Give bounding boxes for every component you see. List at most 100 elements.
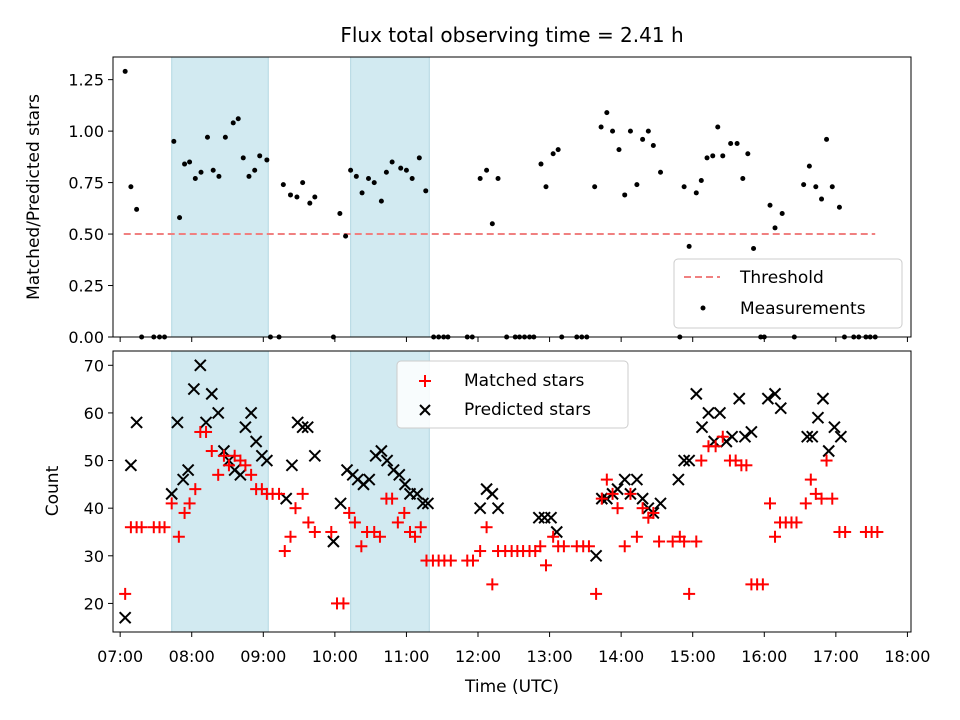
measurement-point (813, 184, 819, 190)
matched-marker (600, 473, 613, 486)
legend-matched-swatch (419, 375, 431, 387)
matched-marker (135, 521, 148, 534)
matched-marker (165, 497, 178, 510)
measurement-point (128, 184, 134, 190)
matched-marker (217, 449, 230, 462)
measurement-point (640, 136, 646, 142)
matched-marker (539, 559, 552, 572)
measurement-point (710, 153, 716, 159)
matched-marker (158, 521, 171, 534)
x-tick-label: 12:00 (455, 647, 501, 666)
measurement-point (389, 159, 395, 165)
measurement-point (543, 184, 549, 190)
predicted-marker (801, 430, 814, 443)
measurement-point (622, 192, 628, 198)
measurement-point (187, 159, 193, 165)
measurement-point (634, 182, 640, 188)
matched-marker (245, 468, 258, 481)
matched-marker (690, 535, 703, 548)
predicted-marker (327, 535, 340, 548)
predicted-marker (410, 487, 424, 501)
predicted-marker (308, 449, 322, 462)
measurement-point (204, 134, 210, 140)
matched-marker (302, 516, 315, 529)
matched-marker (624, 487, 637, 500)
measurement-point (192, 175, 198, 181)
measurement-point (616, 147, 622, 153)
measurement-point (177, 215, 183, 221)
matched-marker (355, 540, 368, 553)
predicted-marker-stroke (630, 473, 644, 486)
legend-matched-label: Matched stars (464, 371, 584, 391)
predicted-marker-stroke (774, 401, 787, 415)
measurement-point (134, 206, 140, 212)
predicted-marker (176, 473, 190, 486)
x-tick-label: 17:00 (813, 647, 859, 666)
measurement-point (650, 143, 656, 149)
predicted-marker (816, 392, 830, 405)
measurement-point (307, 200, 313, 206)
predicted-marker-stroke (672, 473, 685, 486)
predicted-marker (279, 492, 293, 505)
predicted-marker (260, 454, 274, 467)
predicted-marker-stroke (308, 449, 322, 462)
predicted-marker-stroke (834, 430, 848, 443)
measurement-point (280, 182, 286, 188)
predicted-marker-stroke (707, 435, 721, 448)
predicted-marker (768, 387, 782, 401)
predicted-marker-stroke (677, 454, 691, 467)
predicted-marker (713, 406, 727, 420)
matched-marker (799, 497, 812, 510)
predicted-marker-stroke (205, 387, 218, 401)
predicted-marker (194, 359, 207, 372)
predicted-marker-stroke (416, 497, 430, 510)
top-y-tick-label: 1.25 (68, 71, 104, 90)
x-axis-label: Time (UTC) (464, 677, 559, 697)
predicted-marker (239, 420, 252, 434)
predicted-marker-stroke (544, 511, 558, 524)
predicted-marker (682, 454, 696, 467)
predicted-marker-stroke (239, 420, 252, 434)
x-tick-label: 11:00 (383, 647, 429, 666)
matched-marker (414, 521, 427, 534)
measurement-point (819, 196, 825, 202)
predicted-marker-stroke (244, 406, 258, 420)
measurement-point (824, 136, 830, 142)
predicted-marker-stroke (811, 411, 825, 424)
predicted-marker-stroke (486, 487, 499, 501)
x-tick-label: 18:00 (884, 647, 930, 666)
predicted-marker (806, 430, 819, 443)
predicted-marker-stroke (130, 416, 143, 429)
measurement-point (604, 110, 610, 116)
matched-marker (606, 487, 619, 500)
predicted-marker-stroke (768, 387, 782, 401)
measurement-point (383, 169, 389, 175)
measurement-point (198, 169, 204, 175)
matched-marker (547, 530, 560, 543)
matched-marker (683, 587, 696, 600)
predicted-marker-stroke (636, 492, 649, 505)
x-tick-label: 13:00 (527, 647, 573, 666)
measurement-point (745, 151, 751, 157)
measurement-point (312, 194, 318, 200)
measurement-point (751, 245, 757, 251)
matched-marker (172, 530, 185, 543)
measurement-point (489, 221, 495, 227)
measurement-point (693, 190, 699, 196)
predicted-marker (630, 473, 644, 486)
predicted-marker-stroke (410, 487, 424, 501)
matched-marker (119, 587, 132, 600)
matched-marker (296, 487, 309, 500)
predicted-marker (171, 416, 184, 429)
predicted-marker (301, 420, 314, 434)
matched-marker (595, 492, 608, 505)
matched-marker (826, 492, 839, 505)
predicted-marker-stroke (194, 359, 207, 372)
matched-marker (695, 454, 708, 467)
predicted-marker-stroke (589, 549, 603, 563)
measurement-point (829, 184, 835, 190)
matched-marker (534, 540, 547, 553)
predicted-marker (725, 430, 739, 443)
predicted-marker-stroke (279, 492, 293, 505)
